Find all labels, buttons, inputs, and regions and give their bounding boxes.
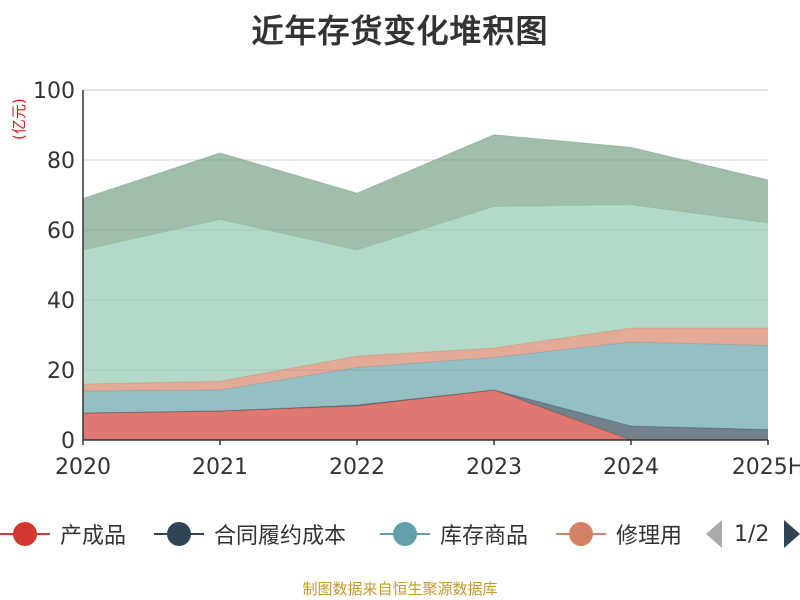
area-series-0 xyxy=(83,389,768,440)
legend: 产成品 合同履约成本 库存商品 修理用 xyxy=(0,512,800,556)
legend-item-3[interactable]: 修理用 xyxy=(556,512,684,556)
legend-item-0[interactable]: 产成品 xyxy=(0,512,140,556)
legend-symbol-icon xyxy=(154,512,204,556)
legend-item-1[interactable]: 合同履约成本 xyxy=(154,512,366,556)
legend-pager: 1/2 xyxy=(700,512,800,556)
x-tick-label-5: 2025H xyxy=(732,455,800,480)
area-series-1 xyxy=(83,389,768,440)
chart-title: 近年存货变化堆积图 xyxy=(251,12,549,50)
area-series-2 xyxy=(83,342,768,430)
legend-label: 修理用 xyxy=(616,524,683,549)
y-tick-label-2: 40 xyxy=(47,289,75,314)
area-series-4 xyxy=(83,204,768,384)
x-tick-label-0: 2020 xyxy=(55,455,111,480)
x-tick-label-2: 2022 xyxy=(329,455,385,480)
y-tick-label-0: 0 xyxy=(61,429,75,454)
area-series-5 xyxy=(83,134,768,250)
legend-label: 合同履约成本 xyxy=(214,524,347,549)
legend-symbol-icon xyxy=(556,512,606,556)
data-source-note: 制图数据来自恒生聚源数据库 xyxy=(302,580,498,598)
legend-label: 库存商品 xyxy=(440,524,529,549)
y-tick-label-3: 60 xyxy=(47,219,75,244)
legend-symbol-icon xyxy=(380,512,430,556)
legend-label: 产成品 xyxy=(60,524,127,549)
y-tick-label-1: 20 xyxy=(47,359,75,384)
y-tick-label-5: 100 xyxy=(33,79,75,104)
pager-next-icon[interactable] xyxy=(784,520,800,548)
y-tick-label-4: 80 xyxy=(47,149,75,174)
legend-symbol-icon xyxy=(0,512,50,556)
pager-indicator: 1/2 xyxy=(734,521,770,547)
x-tick-label-1: 2021 xyxy=(192,455,248,480)
area-line-series-5 xyxy=(82,134,769,199)
x-tick-label-3: 2023 xyxy=(466,455,522,480)
x-tick-label-4: 2024 xyxy=(603,455,659,480)
pager-prev-icon[interactable] xyxy=(706,520,722,548)
legend-item-2[interactable]: 库存商品 xyxy=(380,512,540,556)
